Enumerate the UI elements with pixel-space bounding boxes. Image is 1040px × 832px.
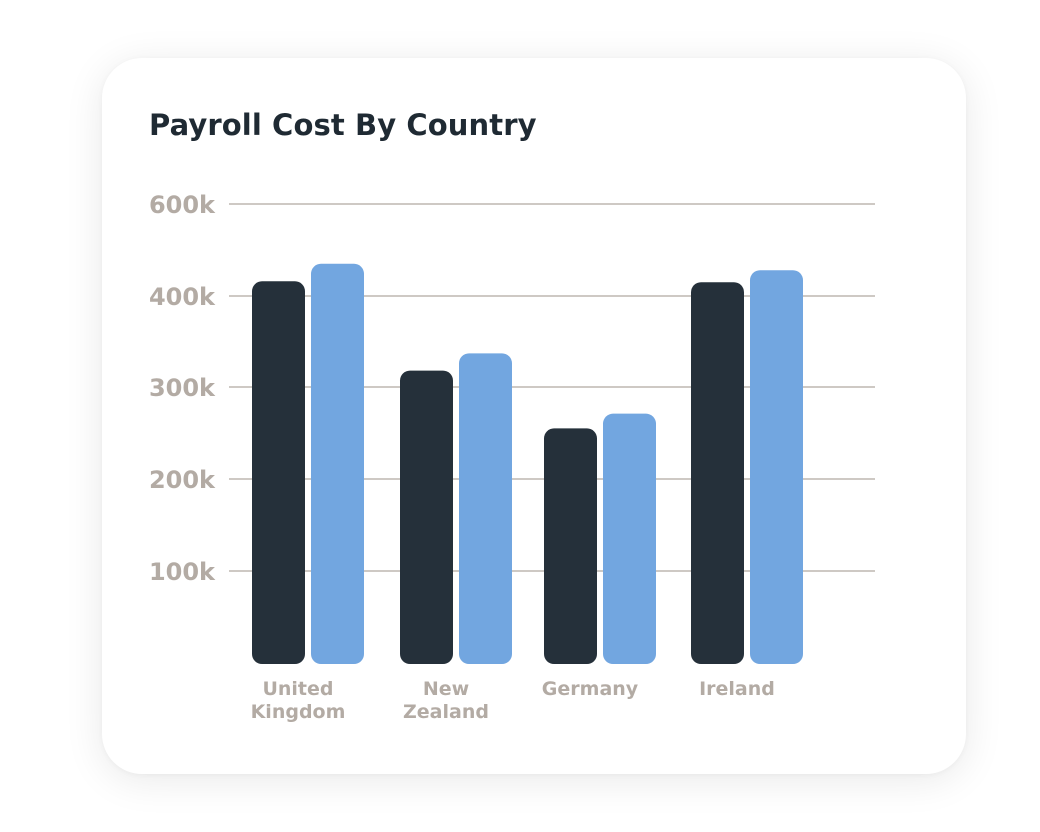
x-tick-label-line: New <box>423 678 469 700</box>
y-tick-label: 600k <box>149 191 216 219</box>
x-tick-label-line: Kingdom <box>251 701 346 723</box>
bar <box>603 413 656 664</box>
bar <box>691 282 744 664</box>
x-tick-label: New Zealand <box>403 678 489 723</box>
x-tick-label-line: Germany <box>542 678 639 700</box>
x-tick-label: Ireland <box>699 678 775 700</box>
y-tick-label: 200k <box>149 466 216 494</box>
y-tick-label: 100k <box>149 558 216 586</box>
y-axis-ticks: 100k 200k 300k 400k 600k <box>149 191 216 586</box>
bars <box>252 263 803 664</box>
x-axis-ticks: United Kingdom New Zealand Germany Ireland <box>251 678 775 723</box>
y-tick-label: 400k <box>149 283 216 311</box>
x-tick-label-line: Ireland <box>699 678 775 700</box>
bar <box>252 281 305 664</box>
chart-title: Payroll Cost By Country <box>149 108 537 142</box>
x-tick-label-line: United <box>262 678 333 700</box>
x-tick-label-line: Zealand <box>403 701 489 723</box>
bar <box>311 263 364 664</box>
x-tick-label: Germany <box>542 678 639 700</box>
y-tick-label: 300k <box>149 374 216 402</box>
bar <box>459 353 512 664</box>
bar <box>750 270 803 664</box>
bar <box>544 428 597 664</box>
chart-card <box>102 58 966 774</box>
x-tick-label: United Kingdom <box>251 678 346 723</box>
bar <box>400 370 453 664</box>
